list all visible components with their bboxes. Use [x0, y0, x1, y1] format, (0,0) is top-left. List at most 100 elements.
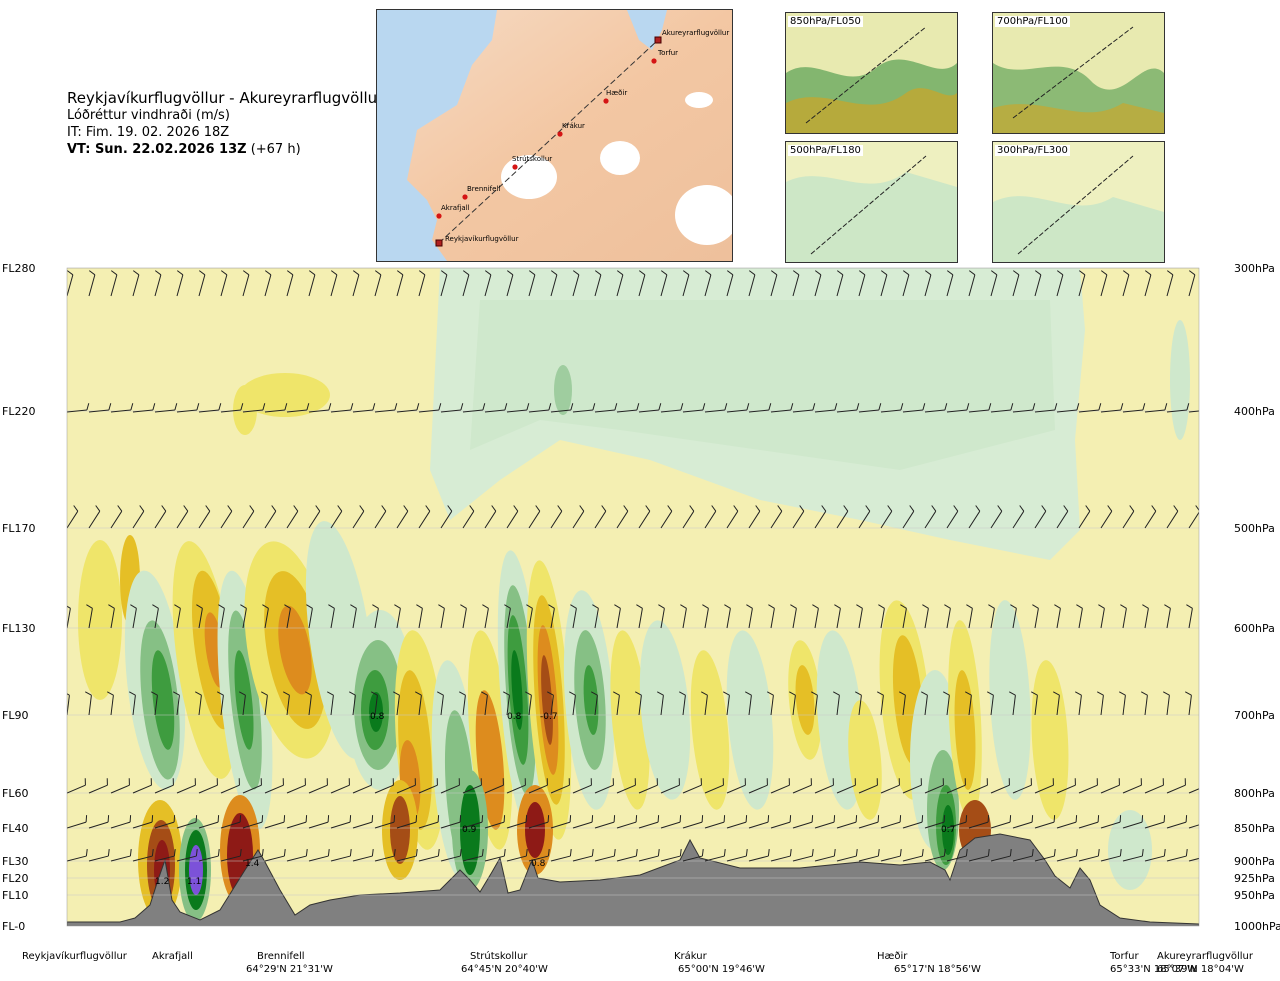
- wind-barb: [396, 403, 420, 413]
- wind-barb: [198, 505, 211, 529]
- wind-barb: [1100, 849, 1122, 862]
- flight-level-label: FL280: [2, 262, 35, 275]
- wind-barb: [946, 815, 968, 829]
- wind-barb: [550, 815, 572, 829]
- wind-barb: [1078, 403, 1102, 413]
- upper-downdraft-core: [470, 300, 1055, 470]
- wind-barb: [129, 691, 136, 716]
- wind-barb: [176, 270, 184, 297]
- wind-barb: [591, 691, 598, 716]
- wind-barb: [614, 604, 621, 629]
- wind-barb: [572, 505, 585, 529]
- wind-barb: [240, 604, 247, 629]
- inset-svg: [786, 142, 957, 262]
- location-name: Akureyrarflugvöllur: [1157, 951, 1254, 962]
- wind-barb: [924, 270, 932, 297]
- wind-barb: [1056, 849, 1078, 862]
- wind-barb: [946, 505, 959, 529]
- wind-barb: [990, 270, 998, 297]
- location-axis: Reykjavíkurflugvöllur Akrafjall Brennifell…: [22, 950, 1254, 975]
- wind-barb: [792, 849, 814, 862]
- inset-label: 850hPa/FL050: [788, 16, 863, 27]
- wind-barb: [836, 849, 858, 862]
- wind-barb: [220, 505, 233, 529]
- wind-barb: [660, 815, 682, 829]
- wind-barb: [242, 505, 255, 529]
- wind-barb: [484, 778, 504, 794]
- wind-barb: [88, 849, 110, 862]
- wind-barb: [220, 403, 244, 413]
- wind-barb: [1122, 778, 1142, 794]
- wind-barb: [1034, 849, 1056, 862]
- downdraft-cell: [511, 650, 523, 730]
- wind-barb: [858, 505, 871, 529]
- contour-value-label: 1.2: [155, 877, 169, 887]
- wind-barb: [968, 849, 990, 862]
- wind-barb: [352, 505, 365, 529]
- wind-barb: [902, 815, 924, 829]
- wind-barb: [814, 778, 834, 794]
- wind-barb: [767, 691, 774, 716]
- wind-barb: [67, 605, 71, 629]
- wind-barb: [660, 403, 684, 413]
- wind-barb: [1053, 691, 1060, 716]
- wind-barb: [352, 849, 374, 862]
- title-block: Reykjavíkurflugvöllur - Akureyrarflugvöl…: [67, 90, 383, 158]
- wind-barb: [1009, 691, 1016, 716]
- wind-barb: [1034, 815, 1056, 829]
- wind-barb: [1012, 403, 1036, 413]
- location-name: Hæðir: [877, 951, 908, 962]
- wind-barb: [657, 691, 664, 716]
- downdraft-cell: [1170, 320, 1190, 440]
- wind-barb: [968, 270, 976, 297]
- wind-barb: [946, 403, 970, 413]
- wind-barb: [1100, 815, 1122, 829]
- wind-barb: [924, 849, 946, 862]
- wind-barb: [966, 604, 973, 629]
- wind-barb: [924, 505, 937, 529]
- wind-barb: [176, 505, 189, 529]
- wind-barb: [877, 691, 884, 716]
- wind-barb: [616, 849, 638, 862]
- downdraft-cell: [726, 630, 774, 810]
- wind-barb: [968, 505, 981, 529]
- wind-barbs: [67, 270, 1199, 862]
- wind-barb: [814, 270, 822, 297]
- wind-barb: [550, 849, 572, 862]
- wind-barb: [484, 403, 508, 413]
- wind-barb: [308, 778, 328, 794]
- wind-barb: [459, 691, 466, 716]
- wind-barb: [570, 604, 577, 629]
- flight-level-label: FL10: [2, 889, 28, 902]
- wind-barb: [1034, 505, 1047, 529]
- wind-barb: [748, 505, 761, 529]
- wind-barb: [1012, 505, 1025, 529]
- wind-barb: [88, 403, 112, 413]
- wind-barb: [374, 778, 394, 794]
- route-waypoint-marker: [462, 194, 468, 200]
- wind-barb: [550, 505, 563, 529]
- wind-barb: [528, 403, 552, 413]
- wind-barb: [330, 403, 354, 413]
- wind-barb: [308, 403, 332, 413]
- wind-barb: [1056, 403, 1080, 413]
- wind-barb: [484, 270, 492, 297]
- inset-route: [1012, 26, 1134, 119]
- wind-barb: [880, 505, 893, 529]
- wind-barb: [327, 691, 334, 716]
- wind-barb: [374, 403, 398, 413]
- wind-barb: [572, 815, 594, 829]
- wind-barb: [418, 270, 426, 297]
- wind-barb: [130, 604, 137, 629]
- wind-barb: [811, 691, 818, 716]
- wind-barb: [506, 505, 519, 529]
- wind-barb: [154, 403, 178, 413]
- wind-barb: [330, 505, 343, 529]
- updraft-cell: [795, 665, 815, 735]
- downdraft-cell: [460, 785, 480, 875]
- wind-barb: [572, 270, 580, 297]
- wind-barb: [858, 778, 878, 794]
- flight-level-axis: FL280 FL220 FL170 FL130 FL90 FL60 FL40 FL30 FL20…: [2, 262, 35, 933]
- wind-barb: [440, 815, 462, 829]
